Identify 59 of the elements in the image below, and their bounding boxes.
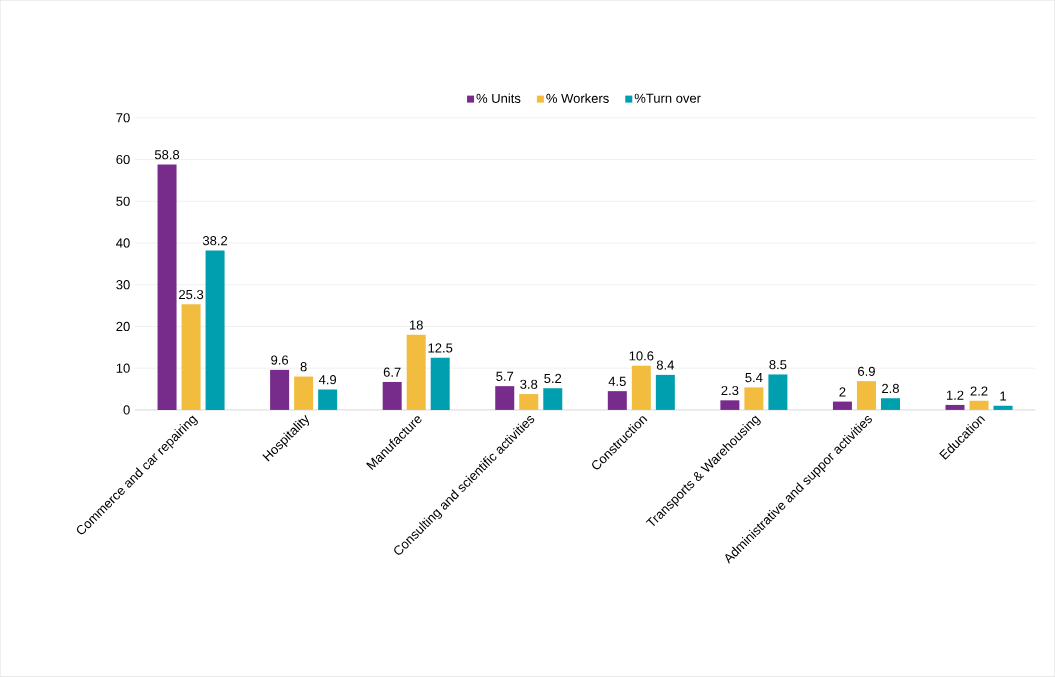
bar: [406, 334, 426, 411]
y-tick-label: 40: [116, 238, 130, 248]
bar: [744, 387, 764, 411]
legend-label: % Units: [476, 93, 521, 104]
bar: [205, 250, 225, 411]
data-label: 58.8: [154, 150, 180, 160]
bar: [945, 405, 965, 411]
data-label: 1: [1000, 391, 1007, 401]
data-label: 2.2: [970, 386, 988, 396]
data-label: 25.3: [179, 290, 204, 300]
bar: [631, 365, 651, 411]
bar: [318, 389, 338, 411]
data-label: 4.5: [608, 376, 626, 387]
y-tick-label: 20: [116, 321, 130, 332]
y-tick-label: 30: [116, 280, 130, 290]
data-label: 12.5: [428, 343, 453, 353]
bar: [270, 369, 290, 411]
data-label: 5.7: [496, 371, 514, 382]
bar: [519, 394, 539, 411]
data-label: 18: [409, 320, 423, 330]
bar: [607, 391, 627, 411]
data-label: 2.8: [882, 383, 899, 394]
y-tick-label: 60: [116, 155, 130, 165]
data-label: 10.6: [629, 351, 654, 361]
data-label: 5.2: [544, 373, 562, 384]
y-tick-label: 50: [116, 196, 130, 206]
bar: [382, 382, 402, 411]
data-label: 8.4: [656, 360, 674, 370]
data-label: 4.9: [318, 375, 337, 385]
bar: [543, 388, 563, 411]
bar: [993, 405, 1013, 411]
bar: [969, 400, 989, 411]
data-label: 8: [300, 362, 307, 372]
bar: [495, 386, 515, 411]
data-label: 6.9: [858, 366, 875, 377]
y-tick-label: 10: [116, 363, 130, 373]
data-label: 2: [839, 387, 846, 397]
bar: [720, 400, 740, 411]
bar: [856, 381, 876, 411]
data-label: 8.5: [769, 360, 787, 370]
legend-label: %Turn over: [634, 93, 701, 103]
bar: [832, 401, 852, 411]
data-label: 2.3: [721, 386, 739, 396]
y-tick-label: 0: [123, 405, 130, 415]
bar: [655, 374, 675, 411]
legend-label: % Workers: [546, 93, 609, 104]
data-label: 38.2: [202, 236, 228, 246]
bar: [768, 374, 788, 411]
bar: [181, 304, 201, 411]
data-label: 6.7: [383, 367, 401, 377]
y-tick-label: 70: [116, 113, 130, 123]
data-label: 5.4: [745, 373, 763, 383]
data-label: 9.6: [271, 355, 289, 365]
data-label: 1.2: [946, 390, 964, 400]
bar: [430, 357, 450, 411]
bar: [294, 376, 314, 411]
data-label: 3.8: [520, 379, 538, 389]
bar: [157, 164, 177, 411]
bar: [880, 398, 900, 411]
